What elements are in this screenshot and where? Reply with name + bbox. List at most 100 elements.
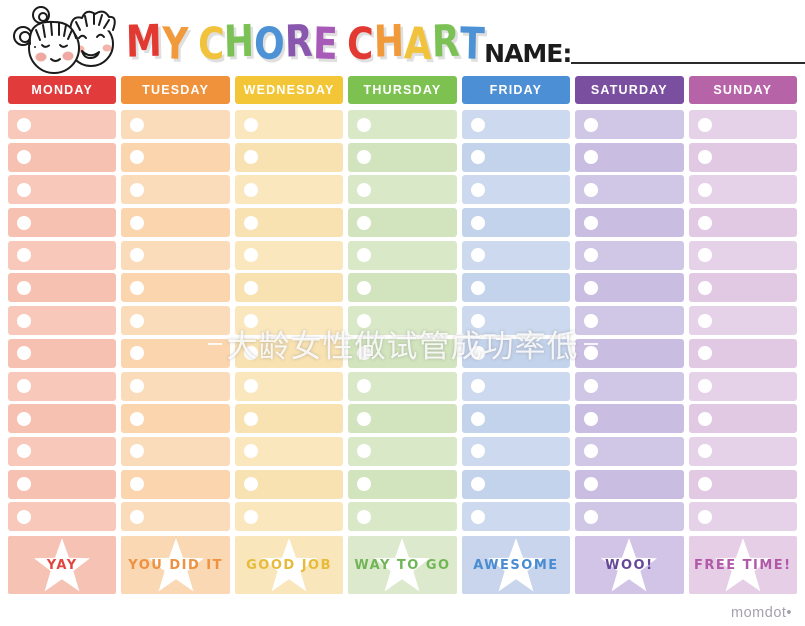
chore-checkbox-circle[interactable]: [584, 477, 599, 492]
chore-checkbox-circle[interactable]: [470, 248, 485, 263]
chore-checkbox-circle[interactable]: [243, 150, 258, 165]
chore-checkbox-circle[interactable]: [697, 150, 712, 165]
chore-checkbox-circle[interactable]: [17, 215, 31, 230]
chore-checkbox-circle[interactable]: [17, 182, 31, 197]
chore-checkbox-circle[interactable]: [697, 411, 712, 426]
chore-checkbox-circle[interactable]: [470, 346, 485, 361]
chore-checkbox-circle[interactable]: [584, 346, 599, 361]
chore-checkbox-circle[interactable]: [243, 379, 258, 393]
chore-checkbox-circle[interactable]: [697, 509, 712, 524]
chore-checkbox-circle[interactable]: [130, 182, 145, 197]
chore-checkbox-circle[interactable]: [130, 444, 145, 459]
chore-checkbox-circle[interactable]: [130, 477, 145, 492]
chore-checkbox-circle[interactable]: [584, 444, 599, 459]
chore-checkbox-circle[interactable]: [17, 509, 31, 524]
chore-checkbox-circle[interactable]: [697, 346, 712, 361]
chore-checkbox-circle[interactable]: [697, 182, 712, 197]
chore-checkbox-circle[interactable]: [584, 117, 599, 132]
chore-checkbox-circle[interactable]: [243, 313, 258, 328]
chore-checkbox-circle[interactable]: [697, 248, 712, 263]
chore-checkbox-circle[interactable]: [470, 117, 485, 132]
name-input-line[interactable]: [571, 44, 805, 64]
chore-checkbox-circle[interactable]: [357, 313, 372, 328]
chore-checkbox-circle[interactable]: [357, 379, 372, 393]
chore-cell: [688, 436, 797, 466]
chore-checkbox-circle[interactable]: [584, 509, 599, 524]
chore-cell: [8, 469, 117, 499]
chore-checkbox-circle[interactable]: [470, 411, 485, 426]
chore-checkbox-circle[interactable]: [17, 313, 31, 328]
chore-checkbox-circle[interactable]: [697, 280, 712, 295]
chore-checkbox-circle[interactable]: [130, 379, 145, 393]
chore-checkbox-circle[interactable]: [17, 117, 31, 132]
chore-checkbox-circle[interactable]: [470, 379, 485, 393]
chore-checkbox-circle[interactable]: [17, 280, 31, 295]
chore-checkbox-circle[interactable]: [130, 150, 145, 165]
chore-checkbox-circle[interactable]: [243, 444, 258, 459]
star-icon: [601, 538, 658, 592]
chore-checkbox-circle[interactable]: [470, 444, 485, 459]
chore-checkbox-circle[interactable]: [17, 346, 31, 361]
chore-checkbox-circle[interactable]: [243, 248, 258, 263]
chore-checkbox-circle[interactable]: [357, 117, 372, 132]
chore-checkbox-circle[interactable]: [470, 313, 485, 328]
chore-checkbox-circle[interactable]: [584, 411, 599, 426]
chore-checkbox-circle[interactable]: [470, 280, 485, 295]
chore-checkbox-circle[interactable]: [243, 215, 258, 230]
chore-checkbox-circle[interactable]: [130, 215, 145, 230]
chore-checkbox-circle[interactable]: [17, 150, 31, 165]
chore-checkbox-circle[interactable]: [357, 346, 372, 361]
chore-checkbox-circle[interactable]: [17, 411, 31, 426]
chore-checkbox-circle[interactable]: [470, 477, 485, 492]
chore-checkbox-circle[interactable]: [17, 444, 31, 459]
chore-checkbox-circle[interactable]: [130, 346, 145, 361]
chore-checkbox-circle[interactable]: [130, 248, 145, 263]
chore-checkbox-circle[interactable]: [357, 444, 372, 459]
chore-checkbox-circle[interactable]: [130, 280, 145, 295]
chore-checkbox-circle[interactable]: [17, 477, 31, 492]
chore-cell: [121, 175, 230, 205]
chore-checkbox-circle[interactable]: [584, 182, 599, 197]
chore-checkbox-circle[interactable]: [697, 117, 712, 132]
chore-checkbox-circle[interactable]: [584, 379, 599, 393]
day-column-saturday: [575, 110, 684, 532]
chore-checkbox-circle[interactable]: [697, 477, 712, 492]
chore-checkbox-circle[interactable]: [697, 379, 712, 393]
chore-checkbox-circle[interactable]: [243, 411, 258, 426]
chore-checkbox-circle[interactable]: [130, 509, 145, 524]
chore-checkbox-circle[interactable]: [357, 477, 372, 492]
chore-checkbox-circle[interactable]: [243, 280, 258, 295]
chore-cell: [121, 208, 230, 238]
chore-checkbox-circle[interactable]: [243, 509, 258, 524]
chore-checkbox-circle[interactable]: [243, 117, 258, 132]
chore-checkbox-circle[interactable]: [357, 215, 372, 230]
chore-checkbox-circle[interactable]: [243, 346, 258, 361]
chore-checkbox-circle[interactable]: [17, 248, 31, 263]
chore-checkbox-circle[interactable]: [357, 150, 372, 165]
chore-checkbox-circle[interactable]: [357, 248, 372, 263]
chore-checkbox-circle[interactable]: [130, 313, 145, 328]
chore-checkbox-circle[interactable]: [697, 313, 712, 328]
chore-checkbox-circle[interactable]: [357, 411, 372, 426]
chore-checkbox-circle[interactable]: [130, 117, 145, 132]
chore-checkbox-circle[interactable]: [584, 280, 599, 295]
chore-checkbox-circle[interactable]: [130, 411, 145, 426]
chore-checkbox-circle[interactable]: [470, 509, 485, 524]
chore-checkbox-circle[interactable]: [470, 182, 485, 197]
chore-cell: [575, 240, 684, 270]
reward-label: FREE TIME!: [693, 557, 792, 573]
chore-checkbox-circle[interactable]: [584, 150, 599, 165]
chore-checkbox-circle[interactable]: [584, 313, 599, 328]
chore-checkbox-circle[interactable]: [697, 444, 712, 459]
chore-checkbox-circle[interactable]: [584, 215, 599, 230]
chore-checkbox-circle[interactable]: [243, 182, 258, 197]
chore-checkbox-circle[interactable]: [17, 379, 31, 393]
chore-checkbox-circle[interactable]: [243, 477, 258, 492]
chore-checkbox-circle[interactable]: [470, 215, 485, 230]
chore-checkbox-circle[interactable]: [584, 248, 599, 263]
chore-checkbox-circle[interactable]: [470, 150, 485, 165]
chore-checkbox-circle[interactable]: [357, 182, 372, 197]
chore-checkbox-circle[interactable]: [357, 280, 372, 295]
chore-checkbox-circle[interactable]: [697, 215, 712, 230]
chore-checkbox-circle[interactable]: [357, 509, 372, 524]
